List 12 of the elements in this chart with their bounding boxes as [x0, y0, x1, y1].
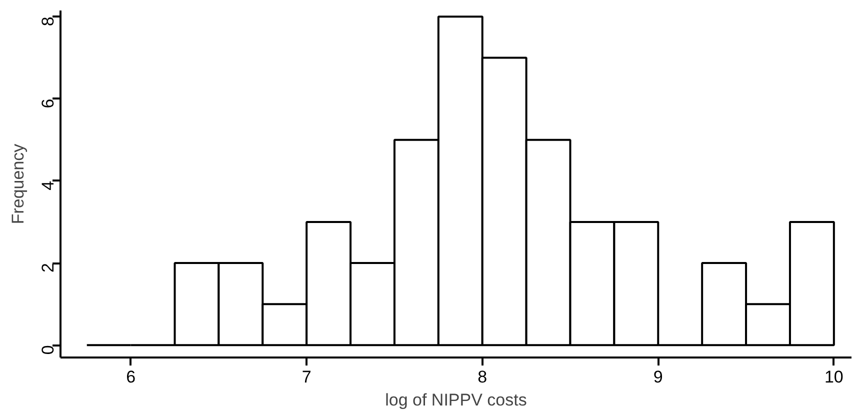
y-tick-label: 2: [38, 263, 58, 273]
y-tick-label: 4: [38, 180, 58, 190]
x-tick-label: 7: [302, 368, 312, 386]
x-tick-label: 10: [824, 368, 844, 386]
y-tick-label: 8: [38, 16, 58, 26]
y-axis-title: Frequency: [8, 143, 28, 224]
y-tick-label: 6: [38, 98, 58, 108]
x-tick-label: 6: [126, 368, 136, 386]
x-tick-label: 8: [478, 368, 488, 386]
x-tick-label: 9: [653, 368, 663, 386]
x-axis-title: log of NIPPV costs: [385, 390, 527, 410]
y-tick-label: 0: [38, 345, 58, 355]
